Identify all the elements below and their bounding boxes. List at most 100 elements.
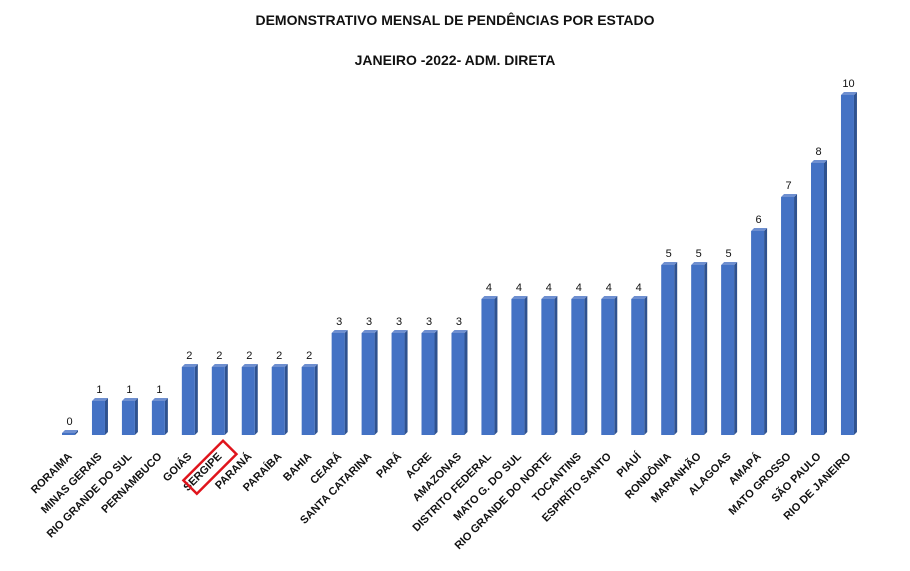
bar-side <box>75 430 78 435</box>
bar <box>301 367 315 435</box>
bar <box>91 401 105 435</box>
bar-side <box>584 296 588 435</box>
bar-side <box>554 296 558 435</box>
data-label: 0 <box>66 416 72 428</box>
bar <box>631 299 645 435</box>
bar <box>241 367 255 435</box>
data-label: 5 <box>666 248 672 260</box>
bar <box>661 265 675 435</box>
bar <box>451 333 465 435</box>
data-label: 6 <box>756 214 762 226</box>
bar-top <box>511 296 528 299</box>
bar-side <box>524 296 528 435</box>
data-label: 4 <box>606 282 612 294</box>
data-label: 4 <box>576 282 582 294</box>
bar-top <box>181 364 198 367</box>
data-label: 1 <box>126 384 132 396</box>
bar-side <box>734 262 738 435</box>
bar-top <box>811 160 827 163</box>
bar <box>511 299 525 435</box>
bar-side <box>674 262 678 435</box>
bar-top <box>451 330 468 333</box>
bar-top <box>211 364 228 367</box>
data-label: 1 <box>156 384 162 396</box>
bar-top <box>361 330 378 333</box>
bar-top <box>571 296 588 299</box>
bar-side <box>284 364 288 435</box>
bar <box>211 367 225 435</box>
data-label: 3 <box>396 316 402 328</box>
chart-subtitle: JANEIRO -2022- ADM. DIRETA <box>354 52 556 68</box>
bar-top <box>271 364 288 367</box>
bar-side <box>104 398 108 435</box>
bar-top <box>91 398 108 401</box>
bar-top <box>241 364 258 367</box>
bar-side <box>764 228 768 435</box>
chart-title: DEMONSTRATIVO MENSAL DE PENDÊNCIAS POR E… <box>255 12 655 28</box>
data-label: 5 <box>726 248 732 260</box>
bar-side <box>794 194 798 435</box>
bar-top <box>601 296 618 299</box>
bar-top <box>62 430 78 433</box>
data-label: 2 <box>306 350 312 362</box>
data-label: 1 <box>96 384 102 396</box>
bar-side <box>704 262 708 435</box>
data-label: 3 <box>456 316 462 328</box>
bar-top <box>481 296 498 299</box>
bar-side <box>374 330 378 435</box>
bar-side <box>164 398 168 435</box>
bar-side <box>224 364 228 435</box>
category-label: PARÁ <box>374 450 405 481</box>
bar <box>391 333 405 435</box>
data-label: 2 <box>216 350 222 362</box>
data-label: 7 <box>785 180 791 192</box>
bar-top <box>391 330 408 333</box>
highlight-box <box>181 438 239 496</box>
bar-side <box>134 398 138 435</box>
bar-group: 3 PARÁ <box>374 316 408 481</box>
bar <box>331 333 345 435</box>
bar <box>751 231 765 435</box>
bar-top <box>541 296 558 299</box>
bar-top <box>151 398 168 401</box>
bar <box>571 299 585 435</box>
bar-top <box>781 194 798 197</box>
bar-top <box>121 398 138 401</box>
bar <box>62 433 75 435</box>
data-label: 2 <box>276 350 282 362</box>
bar-top <box>751 228 768 231</box>
bar <box>151 401 165 435</box>
bar-side <box>824 160 827 435</box>
bar-top <box>840 92 857 95</box>
bar <box>691 265 705 435</box>
bar-top <box>721 262 738 265</box>
bar-top <box>421 330 438 333</box>
bar <box>121 401 135 435</box>
bar <box>781 197 795 435</box>
bar <box>361 333 375 435</box>
data-label: 4 <box>636 282 642 294</box>
bar <box>541 299 555 435</box>
bar <box>811 163 824 435</box>
bar-side <box>314 364 318 435</box>
bar-side <box>434 330 438 435</box>
bar-side <box>404 330 408 435</box>
bar-side <box>614 296 618 435</box>
bar <box>421 333 435 435</box>
bar-side <box>464 330 468 435</box>
bar-side <box>494 296 498 435</box>
bar <box>601 299 615 435</box>
bar-side <box>853 92 857 435</box>
bar-top <box>691 262 708 265</box>
bar-top <box>631 296 648 299</box>
data-label: 2 <box>186 350 192 362</box>
bar-side <box>254 364 258 435</box>
data-label: 3 <box>426 316 432 328</box>
bar-top <box>301 364 318 367</box>
data-label: 5 <box>696 248 702 260</box>
